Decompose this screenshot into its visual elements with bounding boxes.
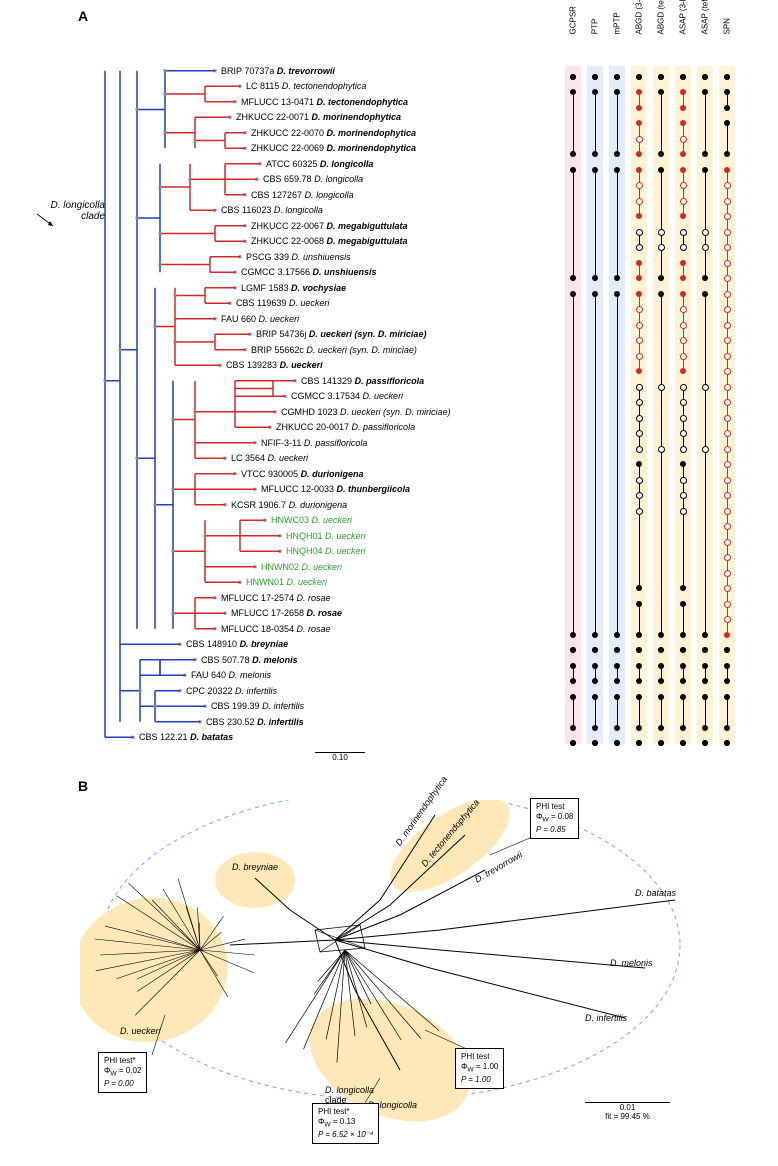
delim-header: SPN — [723, 19, 732, 35]
panel-b-label: B — [78, 778, 88, 794]
phylo-tree: BRIP 70737a D. trevorrowiiLC 8115 D. tec… — [95, 60, 525, 768]
network-tip-label: D. batatas — [635, 888, 676, 898]
delim-col-GCPSR: GCPSR — [565, 66, 581, 744]
delim-col-PTP: PTP — [587, 66, 603, 744]
taxon-row: LC 8115 D. tectonendophytica — [246, 78, 366, 94]
taxon-row: CBS 659.78 D. longicolla — [263, 171, 363, 187]
taxon-row: CBS 148910 D. breyniae — [186, 636, 288, 652]
taxon-row: HNQH04 D. ueckeri — [286, 543, 366, 559]
taxon-row: HNWC03 D. ueckeri — [271, 512, 352, 528]
taxon-row: CBS 119639 D. ueckeri — [236, 295, 329, 311]
network-svg — [80, 800, 700, 1150]
taxon-row: HNQH01 D. ueckeri — [286, 528, 366, 544]
tree-scalebar: 0.10 — [310, 752, 370, 762]
network-tip-label: D. breyniae — [232, 862, 278, 872]
delim-col-mPTP: mPTP — [609, 66, 625, 744]
delim-header: ASAP (tef1) — [701, 19, 710, 35]
panel-a-label: A — [78, 8, 88, 24]
taxon-row: BRIP 70737a D. trevorrowii — [221, 63, 335, 79]
taxon-row: BRIP 55662c D. ueckeri (syn. D. miriciae… — [251, 342, 417, 358]
taxon-row: HNWN02 D. ueckeri — [261, 559, 342, 575]
taxon-row: ZHKUCC 22-0067 D. megabiguttulata — [251, 218, 408, 234]
network-tip-label: D. ueckeri — [120, 1026, 161, 1036]
delim-header: mPTP — [613, 19, 622, 35]
taxon-row: CBS 139283 D. ueckeri — [226, 357, 323, 373]
taxon-row: CGMCC 3.17566 D. unshiuensis — [241, 264, 377, 280]
taxon-row: VTCC 930005 D. durionigena — [241, 466, 364, 482]
phi-test-box: PHI test*ΦW = 0.13P = 6.52 × 10⁻⁴ — [312, 1103, 379, 1144]
taxon-row: CBS 127267 D. longicolla — [251, 187, 354, 203]
delimitation-panel: GCPSR PTP mPTP ABGD (3-loci) ABGD (tef1) ASAP… — [562, 66, 752, 766]
taxon-row: MFLUCC 18-0354 D. rosae — [221, 621, 331, 637]
delim-col-ASAPt: ASAP (tef1) — [697, 66, 713, 744]
taxon-row: LGMF 1583 D. vochysiae — [241, 280, 346, 296]
phi-test-box: PHI testΦW = 1.00P = 1.00 — [455, 1048, 504, 1089]
taxon-row: BRIP 54736j D. ueckeri (syn. D. miriciae… — [256, 326, 426, 342]
taxon-row: CBS 507.78 D. melonis — [201, 652, 298, 668]
delim-header: ABGD (3-loci) — [635, 19, 644, 35]
clade-b-label: D. longicollaclade — [325, 1085, 374, 1105]
splits-network: D. morinendophyticaD. tectonendophyticaD… — [80, 800, 700, 1150]
network-tip-label: D. infertilis — [585, 1013, 627, 1023]
delim-col-ABGD3: ABGD (3-loci) — [631, 66, 647, 744]
page: A B D. longicolla clade BRIP 70737a D. t… — [0, 0, 778, 1166]
delim-col-ABGDt: ABGD (tef1) — [653, 66, 669, 744]
taxon-row: CGMCC 3.17534 D. ueckeri — [291, 388, 403, 404]
taxon-row: ZHKUCC 22-0068 D. megabiguttulata — [251, 233, 408, 249]
phi-test-box: PHI testΦW = 0.08P = 0.85 — [530, 798, 579, 839]
taxon-row: LC 3564 D. ueckeri — [231, 450, 308, 466]
network-scalebar: 0.01fit = 99.45 % — [580, 1102, 675, 1121]
delim-header: ASAP (3-loci) — [679, 19, 688, 35]
phi-test-box: PHI test*ΦW = 0.02P = 0.00 — [98, 1052, 147, 1093]
taxon-row: FAU 660 D. ueckeri — [221, 311, 299, 327]
taxon-row: CBS 230.52 D. infertilis — [206, 714, 304, 730]
taxon-row: CBS 122.21 D. batatas — [139, 729, 233, 745]
delim-header: PTP — [591, 19, 600, 35]
delim-header: ABGD (tef1) — [657, 19, 666, 35]
taxon-row: KCSR 1906.7 D. durionigena — [231, 497, 347, 513]
taxon-row: CBS 199.39 D. infertilis — [211, 698, 304, 714]
taxon-row: ZHKUCC 22-0070 D. morinendophytica — [251, 125, 416, 141]
delim-header: GCPSR — [569, 19, 578, 35]
taxon-row: CBS 141329 D. passifloricola — [301, 373, 424, 389]
taxon-row: HNWN01 D. ueckeri — [246, 574, 327, 590]
taxon-row: FAU 640 D. melonis — [191, 667, 271, 683]
taxon-row: ZHKUCC 20-0017 D. passifloricola — [276, 419, 415, 435]
taxon-row: ZHKUCC 22-0069 D. morinendophytica — [251, 140, 416, 156]
taxon-row: ZHKUCC 22-0071 D. morinendophytica — [236, 109, 401, 125]
network-tip-label: D. melonis — [610, 958, 653, 968]
delim-col-ASAP3: ASAP (3-loci) — [675, 66, 691, 744]
taxon-row: CPC 20322 D. infertilis — [186, 683, 277, 699]
delim-col-SPN: SPN — [719, 66, 735, 744]
taxon-row: MFLUCC 13-0471 D. tectonendophytica — [241, 94, 408, 110]
taxon-row: CGMHD 1023 D. ueckeri (syn. D. miriciae) — [281, 404, 451, 420]
taxon-row: ATCC 60325 D. longicolla — [266, 156, 373, 172]
taxon-row: MFLUCC 12-0033 D. thunbergiicola — [261, 481, 410, 497]
taxon-row: PSCG 339 D. unshiuensis — [246, 249, 351, 265]
taxon-row: MFLUCC 17-2658 D. rosae — [231, 605, 342, 621]
taxon-row: CBS 116023 D. longicolla — [221, 202, 323, 218]
taxon-row: MFLUCC 17-2574 D. rosae — [221, 590, 331, 606]
taxon-row: NFIF-3-11 D. passifloricola — [261, 435, 367, 451]
